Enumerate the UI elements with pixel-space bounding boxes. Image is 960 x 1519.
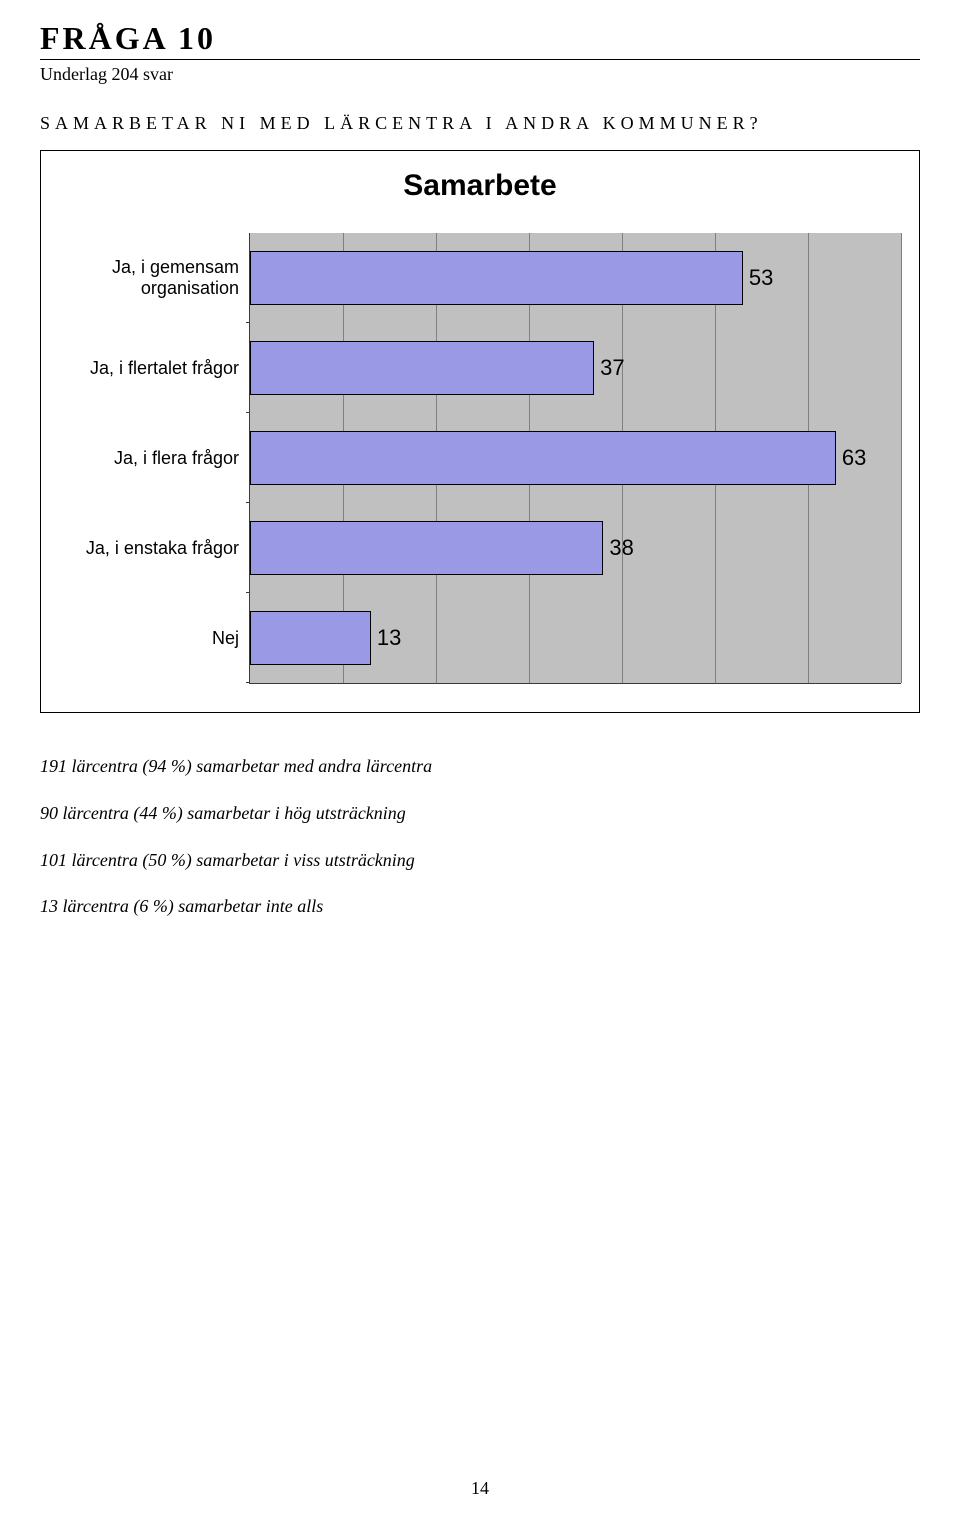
gridline <box>901 233 902 683</box>
bar-row: 63 <box>250 413 901 503</box>
note-line: 191 lärcentra (94 %) samarbetar med andr… <box>40 743 920 790</box>
y-label: Nej <box>59 593 249 683</box>
y-tick <box>246 682 250 683</box>
bar-row: 37 <box>250 323 901 413</box>
bar <box>250 611 371 665</box>
notes: 191 lärcentra (94 %) samarbetar med andr… <box>40 743 920 930</box>
bar-value: 63 <box>842 445 866 471</box>
page-number: 14 <box>0 1478 960 1499</box>
bar-value: 38 <box>609 535 633 561</box>
y-label: Ja, i flertalet frågor <box>59 323 249 413</box>
bar-row: 13 <box>250 593 901 683</box>
y-axis-labels: Ja, i gemensam organisationJa, i flertal… <box>59 233 249 683</box>
bar-row: 53 <box>250 233 901 323</box>
bar <box>250 251 743 305</box>
bar-value: 53 <box>749 265 773 291</box>
y-label: Ja, i gemensam organisation <box>59 233 249 323</box>
bar-value: 13 <box>377 625 401 651</box>
bar-row: 38 <box>250 503 901 593</box>
y-label: Ja, i flera frågor <box>59 413 249 503</box>
title-rule <box>40 59 920 60</box>
subtitle: Underlag 204 svar <box>40 64 920 85</box>
bar <box>250 431 836 485</box>
bar-value: 37 <box>600 355 624 381</box>
page-title: FRÅGA 10 <box>40 20 920 57</box>
bar <box>250 341 594 395</box>
chart-plot: Ja, i gemensam organisationJa, i flertal… <box>59 233 901 684</box>
note-line: 90 lärcentra (44 %) samarbetar i hög uts… <box>40 790 920 837</box>
chart-container: Samarbete Ja, i gemensam organisationJa,… <box>40 150 920 713</box>
plot-area: 53 37 63 38 13 <box>249 233 901 684</box>
note-line: 13 lärcentra (6 %) samarbetar inte alls <box>40 883 920 930</box>
question-text: SAMARBETAR NI MED LÄRCENTRA I ANDRA KOMM… <box>40 113 920 134</box>
bar <box>250 521 603 575</box>
chart-title: Samarbete <box>59 169 901 203</box>
y-label: Ja, i enstaka frågor <box>59 503 249 593</box>
note-line: 101 lärcentra (50 %) samarbetar i viss u… <box>40 837 920 884</box>
